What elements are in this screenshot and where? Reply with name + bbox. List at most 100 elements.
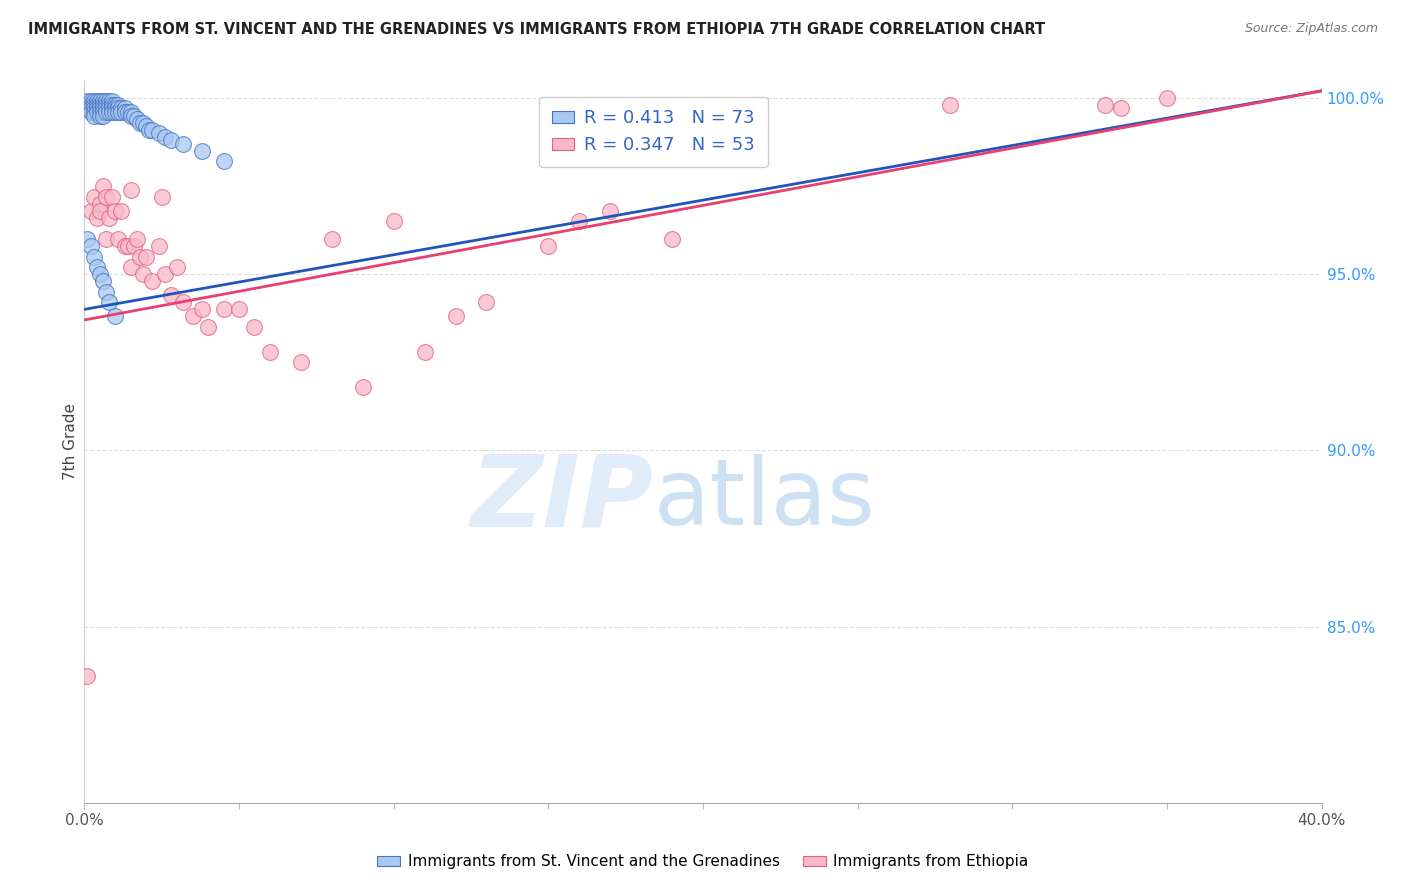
Point: [1094, 98, 1116, 112]
Point: [76, 669, 98, 683]
Point: [91, 105, 114, 120]
Point: [132, 115, 155, 129]
Point: [107, 105, 129, 120]
Point: [939, 98, 962, 112]
Point: [148, 126, 170, 140]
Point: [475, 295, 498, 310]
Point: [114, 239, 136, 253]
Point: [94, 105, 117, 120]
Point: [98, 98, 121, 112]
Point: [91, 109, 114, 123]
Point: [89, 267, 111, 281]
Point: [86, 211, 108, 225]
Point: [120, 260, 142, 274]
Point: [153, 267, 176, 281]
Point: [160, 133, 183, 147]
Point: [141, 122, 163, 136]
Point: [104, 102, 127, 116]
Point: [181, 310, 204, 324]
Point: [125, 232, 148, 246]
Point: [444, 310, 467, 324]
Text: ZIP: ZIP: [471, 450, 654, 548]
Point: [692, 98, 714, 112]
Point: [79, 95, 101, 109]
Point: [98, 295, 121, 310]
Point: [76, 98, 98, 112]
Point: [83, 109, 105, 123]
Point: [1156, 91, 1178, 105]
Point: [191, 302, 214, 317]
Point: [352, 380, 374, 394]
Point: [89, 109, 111, 123]
Point: [141, 274, 163, 288]
Point: [138, 122, 160, 136]
Point: [129, 250, 152, 264]
Point: [172, 295, 194, 310]
Point: [79, 203, 101, 218]
Point: [197, 320, 219, 334]
Point: [79, 239, 101, 253]
Point: [86, 95, 108, 109]
Point: [86, 260, 108, 274]
Point: [91, 274, 114, 288]
Point: [94, 189, 117, 203]
Point: [153, 129, 176, 144]
Point: [104, 105, 127, 120]
Point: [101, 105, 124, 120]
Point: [94, 232, 117, 246]
Point: [91, 95, 114, 109]
Point: [89, 105, 111, 120]
Point: [89, 203, 111, 218]
Point: [86, 98, 108, 112]
Point: [125, 112, 148, 126]
Point: [104, 310, 127, 324]
Point: [160, 288, 183, 302]
Point: [76, 232, 98, 246]
Point: [135, 250, 157, 264]
Point: [150, 189, 173, 203]
Point: [101, 102, 124, 116]
Point: [89, 196, 111, 211]
Point: [107, 98, 129, 112]
Point: [290, 355, 312, 369]
Point: [120, 109, 142, 123]
Point: [98, 102, 121, 116]
Point: [110, 105, 132, 120]
Point: [1109, 102, 1132, 116]
Point: [110, 102, 132, 116]
Point: [117, 105, 139, 120]
Point: [120, 182, 142, 196]
Point: [79, 102, 101, 116]
Point: [413, 344, 436, 359]
Point: [568, 214, 591, 228]
Text: IMMIGRANTS FROM ST. VINCENT AND THE GRENADINES VS IMMIGRANTS FROM ETHIOPIA 7TH G: IMMIGRANTS FROM ST. VINCENT AND THE GREN…: [28, 22, 1045, 37]
Point: [132, 267, 155, 281]
Point: [86, 105, 108, 120]
Point: [166, 260, 188, 274]
Point: [114, 105, 136, 120]
Point: [94, 102, 117, 116]
Point: [114, 102, 136, 116]
Point: [91, 179, 114, 194]
Point: [94, 285, 117, 299]
Point: [104, 98, 127, 112]
Point: [101, 98, 124, 112]
Point: [101, 189, 124, 203]
Point: [212, 154, 235, 169]
Point: [122, 239, 145, 253]
Point: [83, 95, 105, 109]
Point: [98, 95, 121, 109]
Point: [83, 189, 105, 203]
Point: [101, 95, 124, 109]
Point: [537, 239, 560, 253]
Point: [191, 144, 214, 158]
Point: [104, 203, 127, 218]
Point: [107, 102, 129, 116]
Text: atlas: atlas: [654, 454, 876, 544]
Point: [83, 102, 105, 116]
Point: [120, 105, 142, 120]
Point: [76, 95, 98, 109]
Point: [117, 239, 139, 253]
Point: [83, 250, 105, 264]
Point: [661, 232, 683, 246]
